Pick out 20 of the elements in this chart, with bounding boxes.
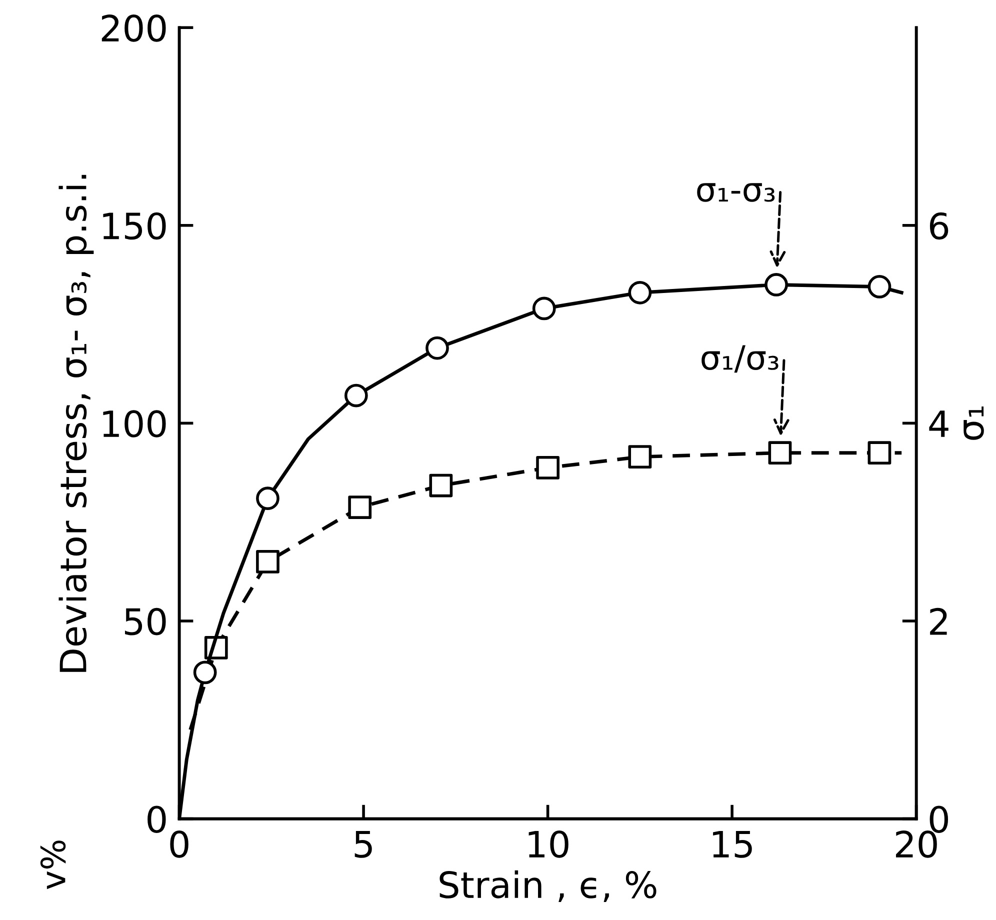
annotation: σ₁-σ₃ [697,183,775,202]
y2-axis-title: σ₁ [964,406,984,440]
text: v% [40,840,66,890]
y-axis-title: Deviator stress, σ₁- σ₃, p.s.i. [58,174,94,672]
x-tick-label: 5 [354,831,372,858]
y2-tick-label: 2 [930,608,947,635]
annotation: σ₁/σ₃ [702,345,778,373]
x-tick-label: 20 [896,830,937,858]
x-tick-label: 0 [170,830,188,858]
y2-tick-label: 4 [929,410,948,437]
y2-tick-label: 6 [930,212,948,240]
y-tick-label: 150 [103,212,166,240]
x-tick-label: 15 [713,831,752,858]
x-tick-label: 10 [528,830,568,858]
y-tick-label: 100 [103,410,166,438]
x-axis-title: Strain , ϵ, % [440,870,656,902]
y-tick-label: 200 [102,14,166,42]
y-tick-label: 0 [148,806,166,834]
y2-tick-label: 0 [930,806,948,834]
y-tick-label: 50 [125,608,166,636]
